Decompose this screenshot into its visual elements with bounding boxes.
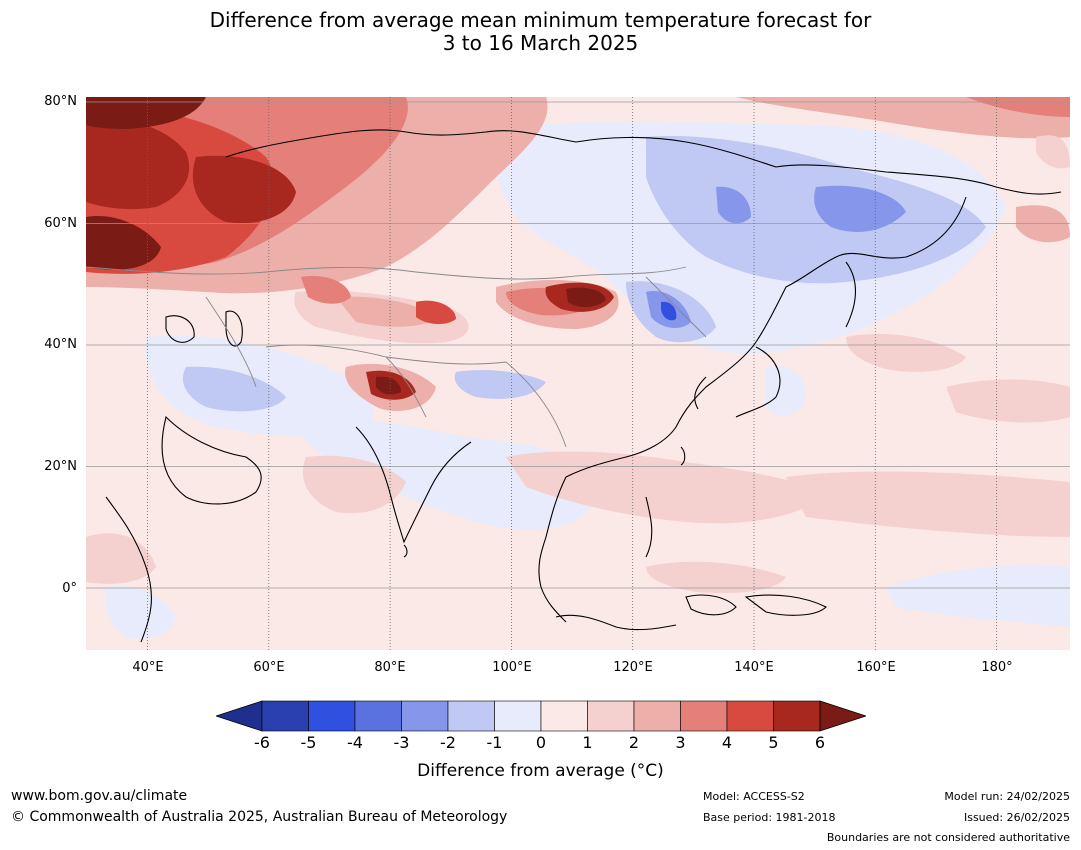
footer-model: Model: ACCESS-S2 [703,790,805,803]
colorbar-label: Difference from average (°C) [417,761,664,781]
lon-label-100e: 100°E [492,660,532,675]
colorbar-segment [773,700,821,732]
lon-label-60e: 60°E [253,660,285,675]
coastlines [105,129,1062,643]
colorbar-segment [540,700,588,732]
footer-issued: Issued: 26/02/2025 [963,811,1070,824]
colorbar-tick-label: 6 [814,733,826,752]
footer-copyright: © Commonwealth of Australia 2025, Austra… [11,809,508,825]
lat-label-0: 0° [62,581,77,596]
lon-label-80e: 80°E [374,660,406,675]
footer-model-run: Model run: 24/02/2025 [944,790,1070,803]
colorbar-segment [447,700,495,732]
title-line-1: Difference from average mean minimum tem… [209,8,872,32]
lat-label-20n: 20°N [44,459,77,474]
anomaly-map-svg [86,97,1070,650]
colorbar-tick-label: -1 [486,733,503,752]
colorbar-tick-label: -4 [347,733,363,752]
colorbar-tick-label: 2 [628,733,640,752]
map-title: Difference from average mean minimum tem… [0,9,1081,55]
colorbar-tick-label: 4 [721,733,733,752]
colorbar-segment [308,700,356,732]
colorbar-segment [587,700,635,732]
colorbar-segment [494,700,542,732]
forecast-map [86,97,1070,650]
lon-label-40e: 40°E [132,660,164,675]
colorbar-tick-label: -5 [300,733,317,752]
lon-label-180: 180° [981,660,1013,675]
colorbar-tick-label: 3 [675,733,686,752]
lat-label-40n: 40°N [44,337,77,352]
footer-disclaimer: Boundaries are not considered authoritat… [826,831,1070,844]
lat-label-60n: 60°N [44,216,77,231]
colorbar-segment [354,700,402,732]
lon-label-140e: 140°E [734,660,774,675]
colorbar-tick-label: 0 [535,733,547,752]
lon-label-160e: 160°E [856,660,896,675]
lat-label-80n: 80°N [44,94,77,109]
colorbar-extend-low [216,700,263,732]
title-line-2: 3 to 16 March 2025 [442,31,639,55]
colorbar-tick-label: -3 [393,733,410,752]
colorbar-tick-label: 1 [582,733,593,752]
colorbar-segment [680,700,728,732]
lon-label-120e: 120°E [613,660,653,675]
colorbar-segment [726,700,774,732]
colorbar-tick-label: -2 [440,733,456,752]
colorbar-tick-label: 5 [768,733,779,752]
colorbar-segment [633,700,681,732]
colorbar-tick-label: -6 [254,733,270,752]
footer-url[interactable]: www.bom.gov.au/climate [11,788,188,804]
colorbar-segment [401,700,449,732]
colorbar-segment [261,700,309,732]
country-borders [86,266,707,448]
colorbar [216,700,866,732]
footer-base-period: Base period: 1981-2018 [703,811,836,824]
colorbar-extend-high [819,700,866,732]
